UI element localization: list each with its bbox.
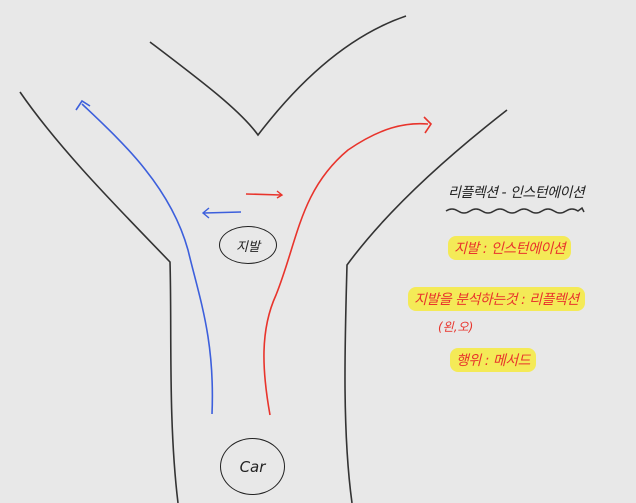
red-path — [263, 122, 429, 416]
left-arrow-icon — [201, 207, 210, 219]
up-arrow-icon — [75, 99, 91, 111]
road-left-edge — [19, 91, 179, 503]
gibal-label: 지발 — [236, 239, 260, 255]
reflection-title-note: 리플렉션 - 인스턴에이션 — [448, 185, 585, 201]
car-label: Car — [239, 457, 266, 476]
road-middle-edge — [149, 15, 407, 137]
left-right-note: (왼,오) — [438, 320, 474, 334]
wavy-underline-icon — [445, 206, 585, 214]
road-right-edge — [344, 109, 508, 503]
gibal-analysis-note: 지발을 분석하는것 : 리플렉션 — [408, 287, 585, 311]
gibal-circle: 지발 — [219, 226, 277, 264]
car-circle: Car — [220, 438, 285, 495]
right-arrow-icon — [423, 116, 433, 134]
short-blue-arrow — [203, 211, 242, 214]
blue-path — [81, 103, 214, 415]
short-red-arrow — [245, 193, 282, 196]
right-arrow-icon — [276, 190, 284, 199]
gibal-definition-note: 지발 : 인스턴에이션 — [448, 236, 572, 260]
behavior-method-note: 행위 : 메서드 — [450, 348, 537, 372]
